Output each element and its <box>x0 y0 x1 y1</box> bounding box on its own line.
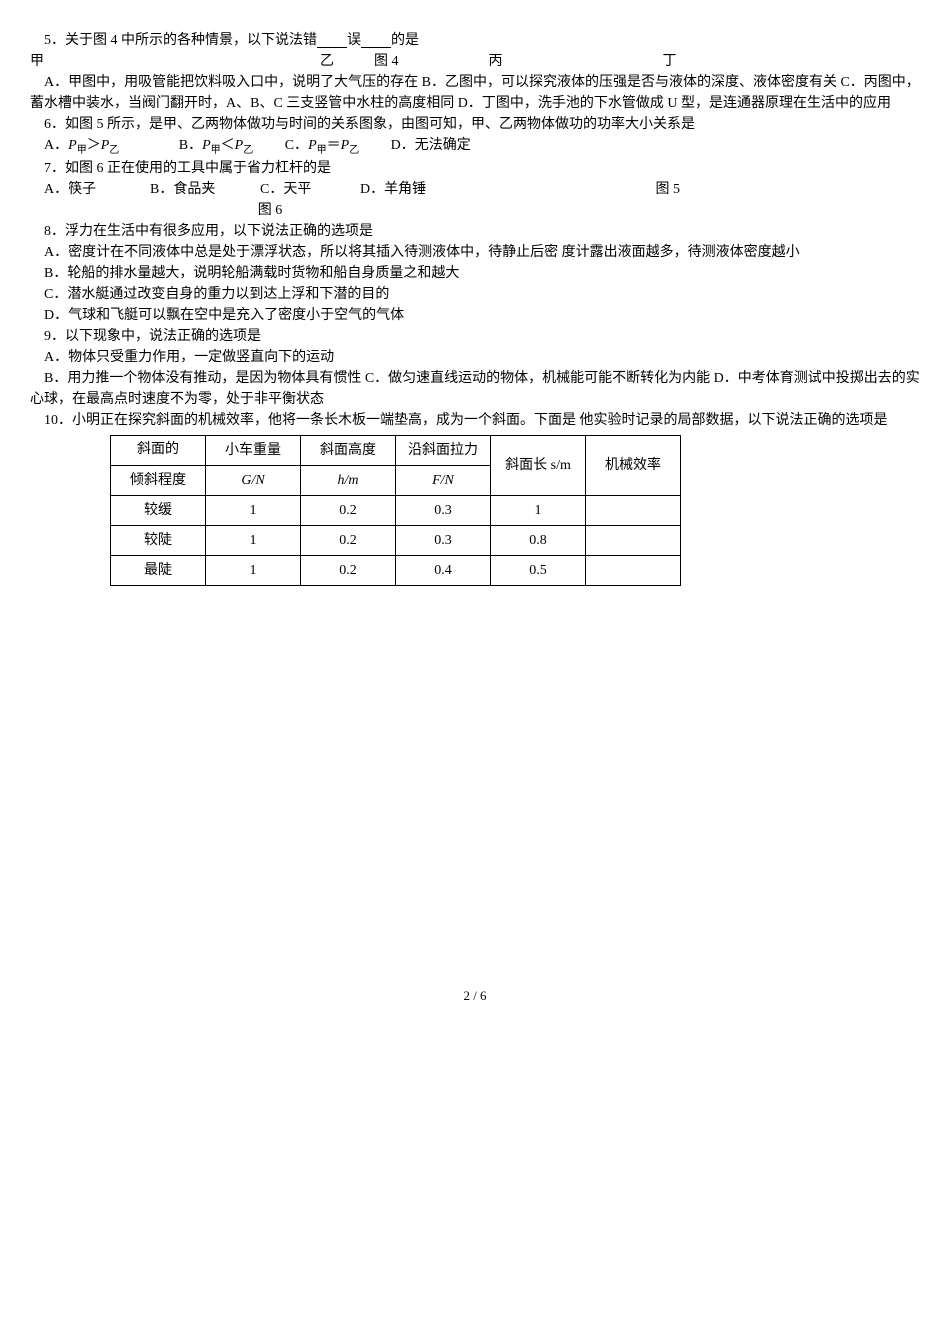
q7-options: A．筷子 B．食品夹 C．天平 D．羊角锤 图 5 <box>30 179 920 200</box>
cell <box>586 555 681 585</box>
q6-options: A．P甲＞P乙 B．P甲＜P乙 C．P甲＝P乙 D．无法确定 <box>30 135 920 158</box>
q6-optD: D．无法确定 <box>363 138 471 153</box>
th-c3b-text: h/m <box>338 473 359 488</box>
th-c4b-text: F/N <box>432 473 454 488</box>
table-row: 较陡 1 0.2 0.3 0.8 <box>111 525 681 555</box>
var-P: P <box>308 138 317 153</box>
th-c4a: 沿斜面拉力 <box>406 440 480 461</box>
table-row: 最陡 1 0.2 0.4 0.5 <box>111 555 681 585</box>
cell: 1 <box>206 525 301 555</box>
var-P: P <box>341 138 350 153</box>
q9-optA: A．物体只受重力作用，一定做竖直向下的运动 <box>30 347 920 368</box>
page-number: 2 / 6 <box>30 986 920 1006</box>
sub-yi: 乙 <box>109 145 119 156</box>
q8-optB: B．轮船的排水量越大，说明轮船满载时货物和船自身质量之和越大 <box>30 263 920 284</box>
op-eq: ＝ <box>327 138 341 153</box>
blank-underline <box>361 34 391 48</box>
table-row: 较缓 1 0.2 0.3 1 <box>111 495 681 525</box>
cell: 较陡 <box>111 525 206 555</box>
cell <box>586 495 681 525</box>
cell: 0.3 <box>396 525 491 555</box>
data-table: 斜面的 小车重量 斜面高度 沿斜面拉力 斜面长 s/m 机械效率 倾斜程度 G/… <box>110 435 681 586</box>
cell: 0.3 <box>396 495 491 525</box>
fig6-label: 图 6 <box>258 203 283 218</box>
q8-optA: A．密度计在不同液体中总是处于漂浮状态，所以将其插入待测液体中，待静止后密 度计… <box>30 242 920 263</box>
q5-stem: 5．关于图 4 中所示的各种情景，以下说法错 误 的是 <box>30 30 920 51</box>
cell: 0.5 <box>491 555 586 585</box>
cell: 0.8 <box>491 525 586 555</box>
q5-figure-row: 甲 乙 图 4 丙 丁 <box>30 51 920 72</box>
q9-optB: B．用力推一个物体没有推动，是因为物体具有惯性 C．做匀速直线运动的物体，机械能… <box>30 368 920 410</box>
fig-label-a: 甲 <box>30 51 60 72</box>
th-c2a: 小车重量 <box>216 440 290 461</box>
th-force: 沿斜面拉力 <box>396 435 491 465</box>
fig-label-e: 丁 <box>663 51 677 72</box>
op-lt: ＜ <box>221 138 235 153</box>
cell: 0.2 <box>301 525 396 555</box>
q7-optC: C．天平 <box>260 179 360 200</box>
table-header-row: 斜面的 小车重量 斜面高度 沿斜面拉力 斜面长 s/m 机械效率 <box>111 435 681 465</box>
th-c3a: 斜面高度 <box>311 440 385 461</box>
cell: 0.2 <box>301 495 396 525</box>
q6-stem: 6．如图 5 所示，是甲、乙两物体做功与时间的关系图象，由图可知，甲、乙两物体做… <box>30 114 920 135</box>
q8-optD: D．气球和飞艇可以飘在空中是充入了密度小于空气的气体 <box>30 305 920 326</box>
cell: 0.4 <box>396 555 491 585</box>
cell: 1 <box>206 555 301 585</box>
th-c1b: 倾斜程度 <box>111 465 206 495</box>
fig-label-d: 丙 <box>489 51 503 72</box>
q6-optC-pre: C． <box>257 138 308 153</box>
q7-optB: B．食品夹 <box>150 179 260 200</box>
q7-optD: D．羊角锤 <box>360 179 540 200</box>
th-c2b: G/N <box>206 465 301 495</box>
sub-jia: 甲 <box>77 145 87 156</box>
q7-optA: A．筷子 <box>30 179 150 200</box>
sub-jia: 甲 <box>211 145 221 156</box>
q5-stem-text3: 的是 <box>391 33 419 48</box>
var-P: P <box>202 138 211 153</box>
q10-stem: 10．小明正在探究斜面的机械效率，他将一条长木板一端垫高，成为一个斜面。下面是 … <box>30 410 920 431</box>
document-body: 5．关于图 4 中所示的各种情景，以下说法错 误 的是 甲 乙 图 4 丙 丁 A．… <box>30 30 920 586</box>
th-height: 斜面高度 <box>301 435 396 465</box>
th-c2b-text: G/N <box>241 473 264 488</box>
q8-optC: C．潜水艇通过改变自身的重力以到达上浮和下潜的目的 <box>30 284 920 305</box>
sub-yi: 乙 <box>349 145 359 156</box>
q7-stem: 7．如图 6 正在使用的工具中属于省力杠杆的是 <box>30 158 920 179</box>
cell <box>586 525 681 555</box>
q6-optA-pre: A． <box>30 138 68 153</box>
op-gt: ＞ <box>87 138 101 153</box>
sub-yi: 乙 <box>243 145 253 156</box>
var-P: P <box>235 138 244 153</box>
th-slope: 斜面的 <box>111 435 206 465</box>
q5-stem-text: 5．关于图 4 中所示的各种情景，以下说法错 <box>30 33 317 48</box>
th-c4b: F/N <box>396 465 491 495</box>
blank-underline <box>317 34 347 48</box>
th-eff: 机械效率 <box>586 435 681 495</box>
fig5-label: 图 5 <box>540 179 680 200</box>
var-P: P <box>68 138 77 153</box>
cell: 较缓 <box>111 495 206 525</box>
cell: 最陡 <box>111 555 206 585</box>
th-c1a: 斜面的 <box>121 441 195 459</box>
sub-jia: 甲 <box>317 145 327 156</box>
cell: 1 <box>206 495 301 525</box>
th-weight: 小车重量 <box>206 435 301 465</box>
fig-label-b: 乙 <box>320 51 334 72</box>
cell: 1 <box>491 495 586 525</box>
th-length: 斜面长 s/m <box>491 435 586 495</box>
th-c3b: h/m <box>301 465 396 495</box>
q9-stem: 9．以下现象中，说法正确的选项是 <box>30 326 920 347</box>
fig6-row: 图 6 <box>30 200 510 221</box>
q5-options: A．甲图中，用吸管能把饮料吸入口中，说明了大气压的存在 B．乙图中，可以探究液体… <box>30 72 920 114</box>
q5-stem-text2: 误 <box>347 33 361 48</box>
q6-optB-pre: B． <box>123 138 202 153</box>
cell: 0.2 <box>301 555 396 585</box>
q8-stem: 8．浮力在生活中有很多应用，以下说法正确的选项是 <box>30 221 920 242</box>
fig-label-c: 图 4 <box>374 51 399 72</box>
var-P: P <box>101 138 110 153</box>
